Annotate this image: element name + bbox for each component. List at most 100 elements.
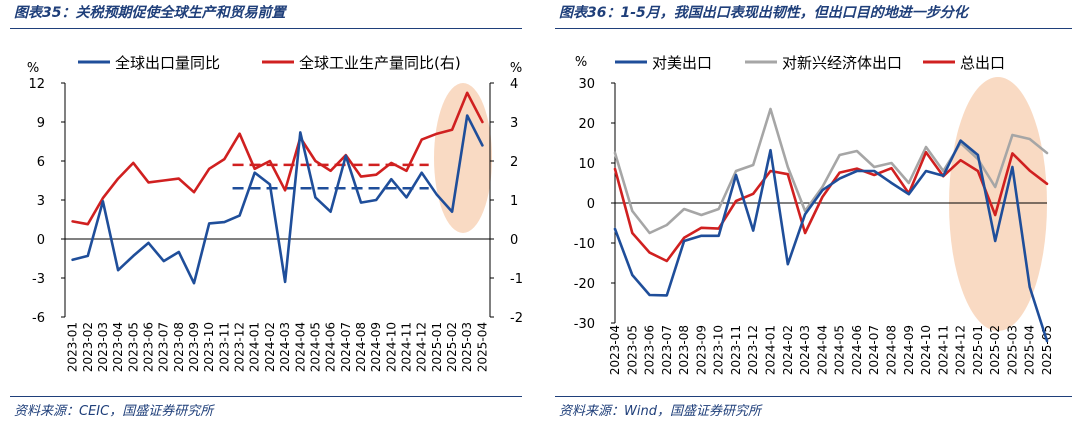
x-tick-label: 2023-08 [677,325,691,375]
x-tick-label: 2023-04 [608,325,622,375]
x-tick-label: 2025-04 [475,322,489,372]
y2-tick-label: -1 [510,272,523,287]
y-tick-label: -20 [574,277,595,292]
x-tick-label: 2023-05 [126,322,140,372]
x-tick-label: 2024-01 [248,322,262,372]
right-chart-title: 图表36：1-5月，我国出口表现出韧性，但出口目的地进一步分化 [559,5,968,21]
y-tick-label: 0 [37,233,45,248]
x-tick-label: 2024-10 [384,322,398,372]
y2-tick-label: -2 [510,311,523,326]
y2-tick-label: 3 [510,116,518,131]
x-tick-label: 2023-02 [81,322,95,372]
left-top-rule [10,28,522,29]
x-tick-label: 2023-09 [694,325,708,375]
series-line-us-exports [613,139,1049,343]
x-tick-label: 2023-04 [111,322,125,372]
right-chart-panel: 图表36：1-5月，我国出口表现出韧性，但出口目的地进一步分化 -30 -20 -1… [545,0,1080,425]
x-tick-label: 2023-10 [712,325,726,375]
left-chart-source: 资料来源：CEIC，国盛证券研究所 [14,404,214,419]
x-tick-label: 2025-02 [988,325,1002,375]
x-tick-label: 2024-11 [400,322,414,372]
x-tick-label: 2024-10 [919,325,933,375]
x-tick-label: 2023-07 [660,325,674,375]
y2-tick-label: 0 [510,233,518,248]
x-tick-label: 2024-07 [867,325,881,375]
legend-label-production: 全球工业生产量同比(右) [299,54,461,72]
y-axis-unit: % [27,61,39,76]
y-tick-label: 3 [37,194,45,209]
x-tick-label: 2024-02 [263,322,277,372]
y2-tick-label: 2 [510,155,518,170]
x-tick-label: 2024-07 [339,322,353,372]
x-tick-label: 2024-12 [415,322,429,372]
x-tick-label: 2025-03 [460,322,474,372]
x-tick-label: 2024-08 [884,325,898,375]
x-tick-label: 2024-03 [798,325,812,375]
x-tick-label: 2023-12 [233,322,247,372]
x-tick-label: 2025-01 [430,322,444,372]
y-tick-label: 30 [578,77,595,92]
x-tick-label: 2023-10 [202,322,216,372]
left-chart-title: 图表35：关税预期促使全球生产和贸易前置 [14,5,286,21]
highlight-ellipse [434,83,492,233]
x-tick-label: 2024-06 [324,322,338,372]
legend-us-exports-label: 对美出口 [652,54,712,72]
x-tick-label: 2024-01 [764,325,778,375]
x-tick-label: 2025-05 [1040,325,1054,375]
legend-emerging-exports-label: 对新兴经济体出口 [782,54,902,72]
y-tick-label: 0 [587,197,595,212]
series-line-emerging-economies-exports [613,107,1049,235]
x-tick-label: 2024-04 [293,322,307,372]
x-tick-label: 2024-02 [781,325,795,375]
x-tick-label: 2023-01 [66,322,80,372]
y-tick-label: -3 [32,272,45,287]
x-tick-label: 2025-01 [971,325,985,375]
y2-tick-label: 4 [510,77,518,92]
right-bottom-rule [555,396,1072,397]
x-tick-label: 2023-07 [157,322,171,372]
y-tick-label: -6 [32,311,45,326]
y-tick-label: -30 [574,317,595,332]
y-tick-label: 12 [28,77,45,92]
x-tick-label: 2024-05 [833,325,847,375]
x-tick-label: 2024-11 [936,325,950,375]
x-tick-label: 2024-09 [902,325,916,375]
x-tick-label: 2023-09 [187,322,201,372]
y-axis-unit: % [575,55,587,70]
y-tick-label: 20 [578,117,595,132]
right-top-rule [555,28,1072,29]
x-tick-label: 2023-12 [746,325,760,375]
x-tick-label: 2024-03 [278,322,292,372]
left-chart-panel: 图表35：关税预期促使全球生产和贸易前置 -6 -3 0 3 6 9 12 -2 -1 0 1 2 3 4… [0,0,530,425]
y-tick-label: 9 [37,116,45,131]
series-line-global-industrial-production [71,91,484,226]
y2-axis-unit: % [510,61,522,76]
right-chart-source: 资料来源：Wind，国盛证券研究所 [559,404,761,419]
x-tick-label: 2024-12 [954,325,968,375]
x-tick-label: 2024-06 [850,325,864,375]
legend-label-export: 全球出口量同比 [115,54,220,72]
x-tick-label: 2024-09 [369,322,383,372]
x-tick-label: 2025-02 [445,322,459,372]
x-tick-label: 2023-06 [141,322,155,372]
y-tick-label: 6 [37,155,45,170]
x-tick-label: 2024-05 [308,322,322,372]
y2-tick-label: 1 [510,194,518,209]
x-tick-label: 2023-11 [217,322,231,372]
x-tick-label: 2023-08 [172,322,186,372]
left-bottom-rule [10,396,522,397]
x-tick-label: 2024-08 [354,322,368,372]
x-tick-label: 2024-04 [815,325,829,375]
x-tick-label: 2023-05 [625,325,639,375]
y-tick-label: -10 [574,237,595,252]
series-line-global-export-volume [71,114,484,285]
y-tick-label: 10 [578,157,595,172]
legend-total-exports-label: 总出口 [960,54,1005,72]
x-tick-label: 2023-11 [729,325,743,375]
x-tick-label: 2023-06 [643,325,657,375]
x-tick-label: 2025-03 [1005,325,1019,375]
x-tick-label: 2023-03 [96,322,110,372]
x-tick-label: 2025-04 [1023,325,1037,375]
